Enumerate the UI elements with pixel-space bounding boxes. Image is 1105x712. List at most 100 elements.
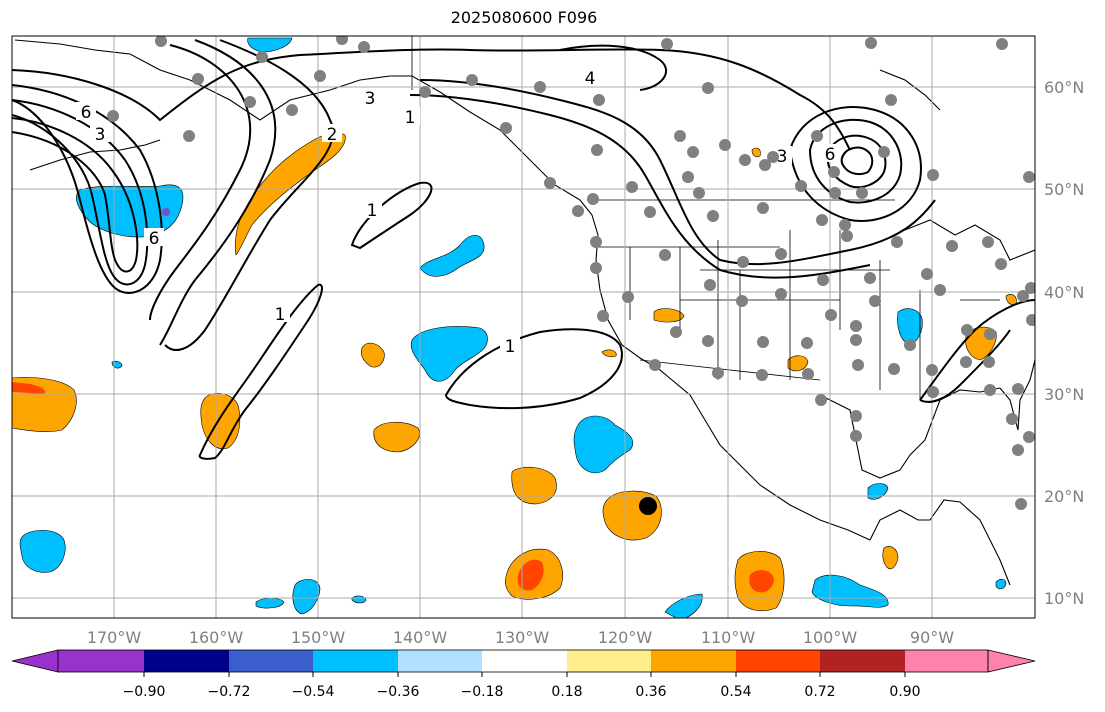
colorbar-segment <box>905 650 988 672</box>
colorbar-segment <box>736 650 820 672</box>
lon-label: 120°W <box>598 628 653 647</box>
contour-label: 6 <box>825 145 836 165</box>
aleutian-chain <box>29 139 161 171</box>
lon-label: 160°W <box>189 628 244 647</box>
lon-label: 150°W <box>291 628 346 647</box>
orange-patch-mexico <box>882 546 899 570</box>
blue-patch-small-2 <box>255 597 285 609</box>
blue-patch-southeast <box>811 574 889 608</box>
colorbar-tick-label: 0.36 <box>635 684 666 700</box>
contour-label: 6 <box>81 103 92 123</box>
contour-lines <box>12 39 1035 460</box>
contour-west-outer <box>12 48 851 151</box>
blue-patch-hawaii-west <box>19 530 66 573</box>
orange-patch-ca <box>601 349 617 358</box>
contour-southeast <box>919 299 1035 403</box>
orange-patch-bc <box>751 147 761 158</box>
colorbar-segment <box>58 650 144 672</box>
contour-ridge-1 <box>419 79 936 266</box>
map-title: 2025080600 F096 <box>450 8 598 27</box>
contour-low-4 <box>840 146 874 176</box>
purple-spot <box>162 208 170 216</box>
station-markers <box>107 36 1035 510</box>
lat-label: 30°N <box>1044 385 1084 404</box>
contour-label: 1 <box>405 108 416 128</box>
contour-elongated <box>198 283 323 460</box>
contour-label: 4 <box>585 69 596 89</box>
colorbar-tick-label: 0.54 <box>720 684 751 700</box>
colorbar-tick-label: −0.36 <box>377 684 420 700</box>
lat-label: 40°N <box>1044 283 1084 302</box>
red-patch-south-1 <box>517 559 544 591</box>
orange-patch-texas <box>787 355 809 372</box>
colorbar-extend-right <box>987 649 1036 673</box>
contour-label: 2 <box>327 125 338 145</box>
contour-label: 1 <box>505 337 516 357</box>
gridlines <box>12 36 1035 618</box>
colorbar: −0.90 −0.72 −0.54 −0.36 −0.18 0.18 0.36 … <box>11 649 1036 700</box>
contour-label: 1 <box>367 201 378 221</box>
red-patch-west <box>12 382 46 394</box>
red-patch-south-2 <box>749 570 774 593</box>
contour-nw-1 <box>559 44 668 91</box>
contour-low-3 <box>826 134 887 189</box>
contour-trough-2 <box>159 39 277 346</box>
colorbar-segment <box>229 650 313 672</box>
blue-patch-south <box>664 593 703 618</box>
contour-label: 1 <box>275 305 286 325</box>
colorbar-segment <box>651 650 736 672</box>
lat-label: 60°N <box>1044 78 1084 97</box>
contour-label: 3 <box>777 147 788 167</box>
contour-label: 3 <box>365 89 376 109</box>
colorbar-segment <box>398 650 482 672</box>
colorbar-tick-label: −0.90 <box>123 684 166 700</box>
lon-label: 170°W <box>87 628 142 647</box>
negative-anomaly-shading <box>19 37 1007 618</box>
orange-patch-baja <box>653 308 685 323</box>
storm-center-marker <box>639 497 657 515</box>
colorbar-segment <box>313 650 398 672</box>
latitude-labels: 60°N 50°N 40°N 30°N 20°N 10°N <box>1044 78 1084 608</box>
strong-positive-shading <box>12 382 774 593</box>
map-panel <box>12 36 1035 618</box>
blue-patch-mississippi <box>897 308 923 345</box>
orange-patch-2 <box>360 342 385 368</box>
blue-patch-small-3 <box>351 595 367 604</box>
blue-patch-aleutians <box>76 184 184 238</box>
lon-label: 90°W <box>910 628 954 647</box>
lon-label: 110°W <box>701 628 756 647</box>
colorbar-tick-label: 0.90 <box>889 684 920 700</box>
lon-label: 100°W <box>803 628 858 647</box>
contour-ridge-2 <box>409 94 871 279</box>
lon-label: 140°W <box>393 628 448 647</box>
great-lakes <box>904 219 1035 261</box>
lat-label: 10°N <box>1044 589 1084 608</box>
contour-label-group: 6 3 6 2 1 1 3 4 3 6 1 1 <box>76 68 840 357</box>
contour-west-3 <box>12 117 139 273</box>
colorbar-tick-label: −0.72 <box>208 684 251 700</box>
colorbar-tick-label: −0.54 <box>292 684 335 700</box>
lat-label: 50°N <box>1044 180 1084 199</box>
colorbar-extend-left <box>11 649 59 673</box>
contour-west-1 <box>12 84 163 294</box>
colorbar-segment <box>482 650 567 672</box>
blue-patch-cuba <box>995 578 1007 590</box>
longitude-labels: 170°W 160°W 150°W 140°W 130°W 120°W 110°… <box>87 628 954 647</box>
colorbar-segment <box>144 650 229 672</box>
orange-patch-1 <box>373 421 420 453</box>
alaska-coast <box>14 39 581 201</box>
colorbar-segment <box>567 650 651 672</box>
colorbar-tick-label: 0.18 <box>551 684 582 700</box>
contour-trough-3 <box>164 39 334 351</box>
blue-patch-small-1 <box>292 579 321 615</box>
contour-low-1 <box>788 105 922 222</box>
contour-trough-1 <box>149 44 252 321</box>
colorbar-tick-label: −0.18 <box>461 684 504 700</box>
lon-label: 130°W <box>495 628 550 647</box>
baja-mexico-coast <box>671 379 871 541</box>
colorbar-outline <box>57 649 989 673</box>
blue-patch-north-pacific <box>419 234 485 277</box>
east-coast <box>999 359 1035 431</box>
gulf-coast <box>869 499 1011 586</box>
